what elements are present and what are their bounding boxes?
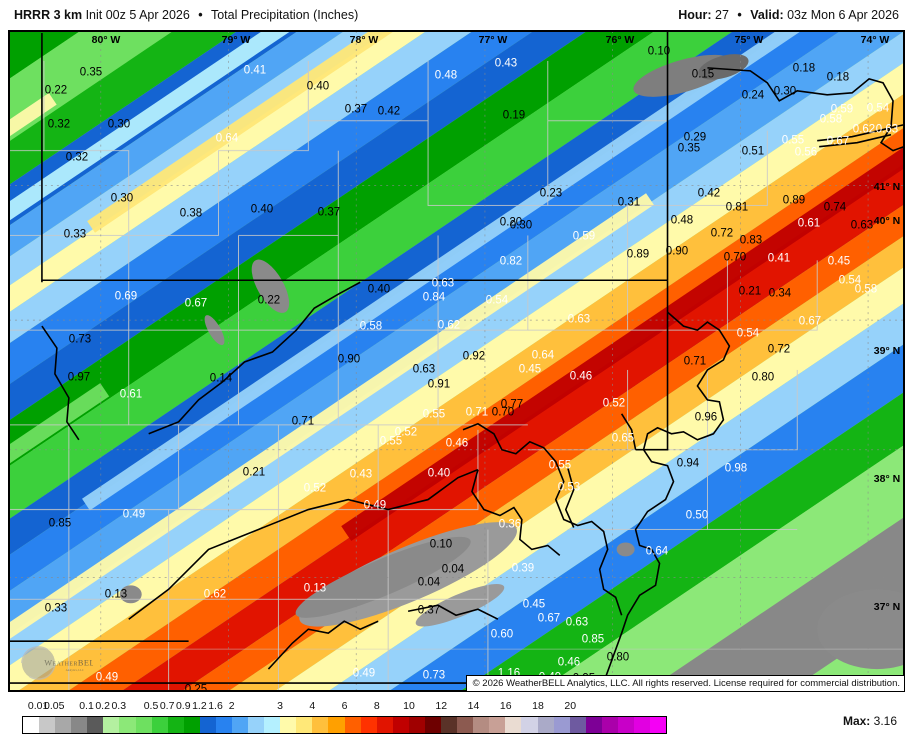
header-bullet-right: • <box>737 8 742 22</box>
colorbar-swatch <box>376 717 393 733</box>
valid-time-value: 03z Mon 6 Apr 2026 <box>787 8 899 22</box>
colorbar-swatch <box>215 717 233 733</box>
colorbar-swatch <box>183 717 200 733</box>
copyright-notice: © 2026 WeatherBELL Analytics, LLC. All r… <box>465 675 904 691</box>
colorbar-swatch <box>312 717 329 733</box>
colorbar-tick: 0.5 <box>143 700 159 712</box>
colorbar-tick: 1.6 <box>208 700 223 712</box>
colorbar-swatch <box>585 717 602 733</box>
forecast-hour-value: 27 <box>715 8 729 22</box>
colorbar-swatch <box>232 717 249 733</box>
colorbar-swatch <box>119 717 136 733</box>
colorbar-swatch <box>473 717 490 733</box>
colorbar-swatch <box>296 717 313 733</box>
colorbar-swatch <box>489 717 506 733</box>
map-frame[interactable]: 0.22 0.35 0.41 0.40 0.48 0.43 0.10 0.15 0.18 0.18… <box>8 30 905 692</box>
colorbar-swatch <box>569 717 586 733</box>
colorbar-tick: 0.7 <box>159 700 175 712</box>
colorbar-tick: 1.2 <box>192 700 207 712</box>
colorbar-swatch <box>344 717 361 733</box>
colorbar-swatch <box>280 717 297 733</box>
colorbar-swatch <box>392 717 409 733</box>
weatherbell-watermark: WEATHERBELL Analytics, LLC <box>21 646 93 680</box>
model-init: Init 00z 5 Apr 2026 <box>85 8 190 22</box>
colorbar-swatch <box>71 717 88 733</box>
colorbar-swatch <box>441 717 458 733</box>
colorbar-tick: 10 <box>403 700 415 712</box>
colorbar-swatch <box>23 717 40 733</box>
colorbar-swatch <box>264 717 281 733</box>
colorbar-swatch <box>135 717 152 733</box>
colorbar-swatch <box>457 717 474 733</box>
colorbar-swatch <box>537 717 554 733</box>
colorbar-tick: 0.3 <box>111 700 127 712</box>
colorbar-swatch <box>424 717 442 733</box>
svg-text:Analytics, LLC: Analytics, LLC <box>66 668 84 673</box>
field-name: Total Precipitation (Inches) <box>210 8 359 22</box>
colorbar-swatch <box>617 717 634 733</box>
colorbar-section: 0.01 0.05 0.1 0.2 0.3 0.5 0.7 0.9 1.2 1.6 2 3 4 6 8 10 1… <box>8 700 905 746</box>
max-label: Max: <box>842 714 871 728</box>
colorbar-swatch <box>39 717 56 733</box>
colorbar-tick: 20 <box>564 700 577 712</box>
colorbar-tick: 16 <box>499 700 512 712</box>
colorbar-swatches <box>22 716 667 734</box>
colorbar-swatch <box>103 717 120 733</box>
colorbar-tick-labels: 0.01 0.05 0.1 0.2 0.3 0.5 0.7 0.9 1.2 1.6 2 3 4 6 8 10 1… <box>8 700 905 714</box>
svg-text:WEATHERBELL: WEATHERBELL <box>44 658 93 667</box>
colorbar-tick: 0.1 <box>79 700 94 712</box>
colorbar-swatch <box>199 717 216 733</box>
colorbar-tick: 12 <box>435 700 448 712</box>
colorbar-tick: 14 <box>467 700 480 712</box>
colorbar-swatch <box>521 717 538 733</box>
map-header: HRRR 3 km Init 00z 5 Apr 2026 • Total Pr… <box>0 0 913 30</box>
colorbar-swatch <box>505 717 522 733</box>
model-name: HRRR 3 km <box>14 8 83 22</box>
valid-time-label: Valid: <box>750 8 784 22</box>
colorbar-swatch <box>360 717 377 733</box>
colorbar-swatch <box>55 717 72 733</box>
colorbar-tick: 3 <box>277 700 283 712</box>
colorbar-tick: 0.9 <box>175 700 191 712</box>
forecast-hour-label: Hour: <box>678 8 712 22</box>
header-left: HRRR 3 km Init 00z 5 Apr 2026 • Total Pr… <box>14 8 358 22</box>
precipitation-field <box>9 31 904 691</box>
colorbar-swatch <box>151 717 168 733</box>
colorbar-swatch <box>408 717 425 733</box>
colorbar-tick: 0.05 <box>44 700 65 712</box>
colorbar-tick: 6 <box>341 700 348 712</box>
header-right: Hour: 27 • Valid: 03z Mon 6 Apr 2026 <box>678 8 899 22</box>
colorbar-swatch <box>248 717 265 733</box>
max-value-readout: Max: 3.16 <box>843 714 897 728</box>
colorbar-tick: 4 <box>309 700 316 712</box>
precip-contours <box>9 31 904 691</box>
header-bullet-left: • <box>198 8 203 22</box>
colorbar-tick: 18 <box>532 700 544 712</box>
colorbar-swatch <box>601 717 618 733</box>
colorbar-swatch <box>328 717 345 733</box>
colorbar-swatch <box>87 717 104 733</box>
colorbar-tick: 8 <box>373 700 380 712</box>
colorbar-swatch <box>553 717 570 733</box>
colorbar-tick: 0.2 <box>95 700 110 712</box>
max-value: 3.16 <box>873 714 897 728</box>
colorbar-swatch <box>633 717 651 733</box>
colorbar-swatch <box>650 717 667 733</box>
colorbar-tick: 2 <box>228 700 235 712</box>
colorbar-tick: 0.01 <box>27 700 49 712</box>
colorbar-swatch <box>167 717 184 733</box>
